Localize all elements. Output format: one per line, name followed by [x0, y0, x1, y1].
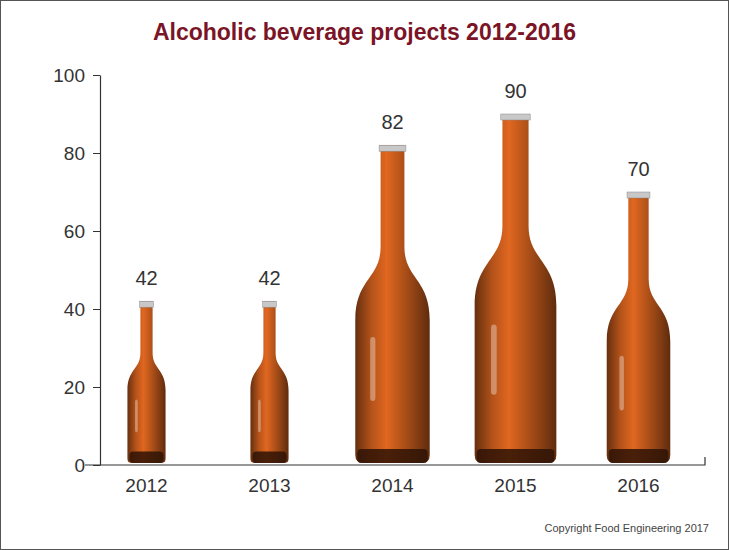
- bottle-bar: [475, 114, 557, 463]
- y-axis: 0 20 40 60 80 100: [53, 65, 100, 476]
- title: Alcoholic beverage projects 2012-2016: [153, 19, 576, 45]
- x-axis-line: [85, 457, 705, 465]
- x-tick-label: 2016: [617, 475, 659, 496]
- bottle-cap: [501, 114, 530, 120]
- x-axis: 2012 2013 2014 2015 2016: [85, 457, 705, 496]
- data-label: 90: [504, 80, 526, 102]
- bottle-highlight: [491, 325, 497, 395]
- bottle-highlight: [258, 399, 261, 432]
- chart: Alcoholic beverage projects 2012-2016020…: [0, 0, 729, 550]
- y-tick-label: 0: [74, 455, 85, 476]
- bottle-cap: [627, 192, 650, 198]
- y-tick-mark: [93, 387, 100, 388]
- bottle-cap: [263, 301, 277, 307]
- bottle-base: [129, 452, 163, 463]
- bottle-highlight: [370, 337, 375, 401]
- data-label: 82: [381, 111, 403, 133]
- x-tick: 2013: [248, 465, 290, 496]
- x-tick: 2016: [617, 465, 659, 496]
- y-tick: 20: [64, 377, 100, 398]
- x-tick: 2015: [494, 465, 536, 496]
- bottle-cap: [140, 301, 154, 307]
- x-tick: 2012: [125, 465, 167, 496]
- bottle-base: [357, 449, 427, 463]
- bottle-cap: [379, 145, 406, 151]
- bottle-base: [477, 449, 555, 463]
- y-tick-mark: [93, 231, 100, 232]
- y-tick-label: 20: [64, 377, 85, 398]
- y-tick: 80: [64, 143, 100, 164]
- bottle-bar: [355, 145, 429, 463]
- y-tick: 60: [64, 221, 100, 242]
- y-tick: 100: [53, 65, 100, 86]
- y-tick-label: 80: [64, 143, 85, 164]
- marks: [127, 114, 670, 463]
- x-tick-label: 2012: [125, 475, 167, 496]
- y-tick: 40: [64, 299, 100, 320]
- bottle-base: [252, 452, 286, 463]
- annotation: Copyright Food Engineering 2017: [544, 522, 709, 534]
- data-labels: 42 42 82 90 70: [135, 80, 649, 289]
- bottle-bar: [127, 301, 165, 463]
- frame: [1, 1, 729, 550]
- y-tick-label: 40: [64, 299, 85, 320]
- x-tick-label: 2014: [371, 475, 414, 496]
- data-label: 42: [258, 267, 280, 289]
- y-axis-line: [100, 76, 101, 466]
- bottle-base: [609, 449, 669, 463]
- y-tick-mark: [93, 75, 100, 76]
- y-tick-label: 100: [53, 65, 85, 86]
- data-label: 42: [135, 267, 157, 289]
- bottle-highlight: [135, 399, 138, 432]
- x-tick-label: 2013: [248, 475, 290, 496]
- data-label: 70: [627, 158, 649, 180]
- x-tick-label: 2015: [494, 475, 536, 496]
- y-tick-label: 60: [64, 221, 85, 242]
- y-tick-mark: [93, 309, 100, 310]
- bottle-highlight: [619, 356, 623, 411]
- bottle-bar: [250, 301, 288, 463]
- y-tick-mark: [93, 153, 100, 154]
- bottle-bar: [607, 192, 671, 463]
- x-tick: 2014: [371, 465, 414, 496]
